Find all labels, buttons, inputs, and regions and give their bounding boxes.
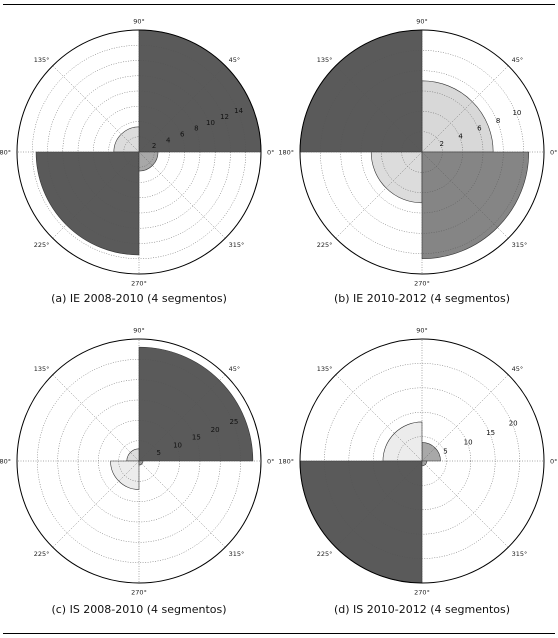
angle-label-b-3: 135° <box>317 56 333 64</box>
grid-spoke-b-3 <box>335 65 423 153</box>
angle-label-c-3: 135° <box>34 365 50 373</box>
angle-label-a-6: 270° <box>131 280 147 288</box>
radial-tick-label-c-3: 20 <box>211 426 220 434</box>
radial-tick-label-a-3: 8 <box>194 125 198 133</box>
angle-label-b-1: 45° <box>512 56 524 64</box>
angle-label-d-5: 225° <box>317 550 333 558</box>
angle-label-c-2: 90° <box>133 327 145 335</box>
radial-tick-label-a-1: 4 <box>166 136 171 144</box>
grid-circle-b-3 <box>340 70 504 234</box>
chart-panel-c: 0° 45° 90° 135° 180° 225° 270° 315° 5 10 15 20 25 (c… <box>0 327 274 617</box>
grid-spoke-a-1 <box>138 65 226 153</box>
angle-label-b-0: 0° <box>550 149 557 157</box>
angle-label-c-4: 180° <box>0 458 11 466</box>
angle-label-c-0: 0° <box>267 458 274 466</box>
grid-spoke-b-1 <box>421 65 509 153</box>
grid-spoke-c-7 <box>138 460 226 548</box>
radial-tick-label-b-0: 2 <box>440 140 444 148</box>
grid-circle-a-6 <box>32 45 246 259</box>
outer-circle-a <box>16 29 262 275</box>
radial-tick-label-d-2: 15 <box>486 429 495 437</box>
angle-label-d-2: 90° <box>416 327 428 335</box>
angle-label-b-5: 225° <box>317 241 333 249</box>
radial-tick-label-a-6: 14 <box>234 107 243 115</box>
outer-circle-c <box>16 338 262 584</box>
radial-tick-label-b-2: 6 <box>477 125 482 133</box>
grid-spoke-d-3 <box>335 374 423 462</box>
grid-spoke-d-5 <box>335 460 423 548</box>
angle-label-c-6: 270° <box>131 589 147 597</box>
radial-tick-label-a-2: 6 <box>180 130 185 138</box>
angle-label-d-3: 135° <box>317 365 333 373</box>
caption-a: (a) IE 2008-2010 (4 segmentos) <box>51 292 227 305</box>
polar-chart-c: 0° 45° 90° 135° 180° 225° 270° 315° 5 10 15 20 25 <box>0 327 274 597</box>
radial-tick-label-a-5: 12 <box>220 113 229 121</box>
grid-circle-c-3 <box>57 379 221 543</box>
caption-d: (d) IS 2010-2012 (4 segmentos) <box>333 603 511 616</box>
chart-panel-b: 0° 45° 90° 135° 180° 225° 270° 315° 2 4 6 8 10 (b) I… <box>278 18 557 306</box>
angle-label-b-6: 270° <box>414 280 430 288</box>
angle-label-b-4: 180° <box>278 149 294 157</box>
grid-spoke-a-5 <box>52 151 140 239</box>
angle-label-b-2: 90° <box>416 18 428 26</box>
chart-panel-a: 0° 45° 90° 135° 180° 225° 270° 315° 2 4 6 8 10 12 14 (… <box>0 0 279 320</box>
grid-circle-b-4 <box>320 50 524 254</box>
radial-tick-label-d-1: 10 <box>464 438 473 446</box>
grid-spoke-d-7 <box>421 460 509 548</box>
angle-label-a-3: 135° <box>34 56 50 64</box>
angle-label-d-1: 45° <box>512 365 524 373</box>
grid-circle-c-4 <box>37 359 241 563</box>
angle-label-d-6: 270° <box>414 589 430 597</box>
radial-tick-label-a-4: 10 <box>206 119 215 127</box>
radial-tick-label-b-1: 4 <box>458 132 463 140</box>
grid-spoke-c-3 <box>52 374 140 462</box>
outer-circle-b <box>299 29 545 275</box>
radial-tick-label-c-2: 15 <box>192 434 201 442</box>
grid-circle-d-1 <box>372 411 472 511</box>
radial-tick-label-d-3: 20 <box>509 420 518 428</box>
radial-tick-label-d-0: 5 <box>443 448 447 456</box>
angle-label-c-5: 225° <box>34 550 50 558</box>
angle-label-a-2: 90° <box>133 18 145 26</box>
grid-circle-a-4 <box>62 75 216 229</box>
grid-spoke-b-7 <box>421 151 509 239</box>
grid-spoke-b-5 <box>335 151 423 239</box>
radial-tick-label-c-4: 25 <box>229 418 238 426</box>
grid-spoke-c-5 <box>52 460 140 548</box>
grid-spoke-a-3 <box>52 65 140 153</box>
angle-label-a-0: 0° <box>267 149 274 157</box>
grid-spoke-d-1 <box>421 374 509 462</box>
polar-chart-b: 0° 45° 90° 135° 180° 225° 270° 315° 2 4 6 8 10 <box>278 18 557 288</box>
caption-c: (c) IS 2008-2010 (4 segmentos) <box>51 603 227 616</box>
angle-label-a-1: 45° <box>229 56 241 64</box>
outer-circle-d <box>299 338 545 584</box>
grid-spoke-c-1 <box>138 374 226 462</box>
grid-spoke-a-7 <box>138 151 226 239</box>
angle-label-a-5: 225° <box>34 241 50 249</box>
angle-label-a-4: 180° <box>0 149 11 157</box>
radial-tick-label-a-0: 2 <box>152 142 156 150</box>
top-rule <box>3 4 555 5</box>
angle-label-d-7: 315° <box>512 550 528 558</box>
angle-label-b-7: 315° <box>512 241 528 249</box>
grid-circle-d-0 <box>397 436 447 486</box>
radial-tick-label-c-1: 10 <box>173 441 182 449</box>
angle-label-d-0: 0° <box>550 458 557 466</box>
bottom-rule <box>3 633 555 634</box>
radial-tick-label-b-4: 10 <box>512 109 521 117</box>
angle-label-d-4: 180° <box>278 458 294 466</box>
radial-tick-label-b-3: 8 <box>496 117 500 125</box>
angle-label-c-1: 45° <box>229 365 241 373</box>
caption-b: (b) IE 2010-2012 (4 segmentos) <box>334 292 510 305</box>
radial-tick-label-c-0: 5 <box>157 449 161 457</box>
grid-circle-a-5 <box>47 60 231 244</box>
angle-label-a-7: 315° <box>229 241 245 249</box>
polar-chart-a: 0° 45° 90° 135° 180° 225° 270° 315° 2 4 6 8 10 12 14 <box>0 18 274 288</box>
angle-label-c-7: 315° <box>229 550 245 558</box>
